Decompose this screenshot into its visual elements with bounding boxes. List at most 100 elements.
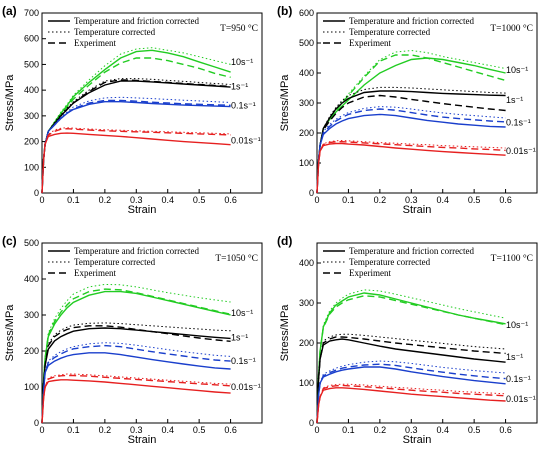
- y-axis-label: Stress/MPa: [279, 74, 291, 132]
- series-line: [41, 344, 231, 424]
- series-line: [316, 90, 506, 194]
- y-tick-label: 300: [24, 310, 39, 320]
- x-tick-label: 0.4: [436, 425, 449, 435]
- series-line: [41, 283, 231, 424]
- strain-rate-label: 0.01s⁻¹: [506, 394, 536, 404]
- chart-panel-1: 0 100 200 300 400 500 600 700 0 0.1 0.2 0.3 0.4 0.5 0.…: [2, 4, 263, 216]
- series-line: [41, 96, 231, 194]
- y-tick-label: 0: [34, 418, 39, 428]
- x-tick-label: 0.6: [224, 425, 237, 435]
- series-line: [316, 384, 506, 424]
- series-line: [316, 360, 506, 424]
- series-line: [316, 387, 506, 424]
- strain-rate-label: 0.1s⁻¹: [231, 101, 256, 111]
- legend-entry: Temperature and friction corrected: [74, 16, 200, 26]
- series-line: [41, 342, 231, 424]
- legend: Temperature and friction correctedTemper…: [323, 16, 475, 48]
- x-tick-label: 0.2: [99, 425, 112, 435]
- x-axis-label: Strain: [128, 434, 157, 446]
- series-line: [41, 288, 231, 424]
- series-line: [41, 49, 231, 194]
- x-tick-label: 0.3: [130, 425, 143, 435]
- temperature-label: T=1000 °C: [490, 23, 533, 34]
- legend-entry: Temperature corrected: [349, 27, 431, 37]
- strain-rate-label: 0.01s⁻¹: [506, 146, 536, 156]
- y-tick-label: 300: [299, 298, 314, 308]
- strain-rate-label: 0.1s⁻¹: [231, 356, 256, 366]
- y-tick-label: 0: [309, 188, 314, 198]
- y-tick-label: 500: [24, 59, 39, 69]
- series-line: [41, 79, 231, 194]
- series-line: [316, 333, 506, 424]
- legend: Temperature and friction correctedTemper…: [48, 16, 200, 48]
- strain-rate-label: 10s⁻¹: [231, 308, 253, 318]
- y-tick-label: 400: [24, 274, 39, 284]
- x-tick-label: 0.5: [193, 195, 206, 205]
- legend-entry: Temperature and friction corrected: [74, 246, 200, 256]
- x-tick-label: 0: [39, 425, 44, 435]
- strain-rate-label: 10s⁻¹: [506, 320, 528, 330]
- y-tick-label: 100: [24, 382, 39, 392]
- plot-frame: [41, 12, 263, 194]
- y-tick-label: 500: [299, 38, 314, 48]
- x-tick-label: 0.4: [161, 195, 174, 205]
- series-line: [41, 100, 231, 194]
- y-tick-label: 600: [24, 34, 39, 44]
- series-line: [41, 373, 231, 424]
- strain-rate-label: 10s⁻¹: [231, 57, 253, 67]
- y-tick-label: 300: [24, 111, 39, 121]
- series-line: [316, 142, 506, 194]
- y-tick-label: 700: [24, 8, 39, 18]
- strain-rate-label: 10s⁻¹: [506, 65, 528, 75]
- x-tick-label: 0.4: [436, 195, 449, 205]
- panel-label: (a): [2, 4, 17, 18]
- legend: Temperature and friction correctedTemper…: [48, 246, 200, 278]
- series-line: [41, 379, 231, 424]
- x-tick-label: 0.3: [130, 195, 143, 205]
- y-tick-label: 400: [24, 85, 39, 95]
- y-axis-label: Stress/MPa: [4, 304, 16, 362]
- x-tick-label: 0.6: [499, 425, 512, 435]
- strain-rate-label: 1s⁻¹: [506, 95, 523, 105]
- x-tick-label: 0.1: [67, 195, 80, 205]
- legend-entry: Experiment: [349, 268, 391, 278]
- series-line: [41, 374, 231, 424]
- x-tick-label: 0: [314, 425, 319, 435]
- x-tick-label: 0: [39, 195, 44, 205]
- x-tick-label: 0.6: [499, 195, 512, 205]
- x-tick-label: 0.2: [99, 195, 112, 205]
- chart-panel-3: 0 100 200 300 400 500 0 0.1 0.2 0.3 0.4 0.5 0.6 Strai…: [2, 234, 263, 446]
- panel-label: (c): [2, 234, 17, 248]
- panel-label: (b): [277, 4, 292, 18]
- legend-entry: Experiment: [74, 38, 116, 48]
- series-line: [316, 383, 506, 424]
- legend: Temperature and friction correctedTemper…: [323, 246, 475, 278]
- strain-rate-label: 0.01s⁻¹: [231, 135, 261, 145]
- x-tick-label: 0.6: [224, 195, 237, 205]
- strain-rate-label: 1s⁻¹: [231, 81, 248, 91]
- series-line: [316, 289, 506, 424]
- x-tick-label: 0.5: [468, 195, 481, 205]
- series-line: [41, 352, 231, 424]
- y-tick-label: 400: [299, 258, 314, 268]
- series-line: [316, 363, 506, 424]
- chart-panel-4: 0 100 200 300 400 0 0.1 0.2 0.3 0.4 0.5 0.6 Strain St…: [277, 234, 538, 446]
- temperature-label: T=1100 °C: [491, 253, 533, 264]
- legend-entry: Temperature corrected: [349, 257, 431, 267]
- x-tick-label: 0.3: [405, 195, 418, 205]
- panel-label: (d): [277, 234, 292, 248]
- x-tick-label: 0.5: [468, 425, 481, 435]
- strain-rate-label: 0.01s⁻¹: [231, 382, 261, 392]
- strain-rate-label: 1s⁻¹: [506, 352, 523, 362]
- strain-rate-label: 0.1s⁻¹: [506, 374, 531, 384]
- series-line: [316, 338, 506, 424]
- series-line: [316, 336, 506, 424]
- y-tick-label: 200: [299, 338, 314, 348]
- y-axis-label: Stress/MPa: [4, 74, 16, 132]
- y-tick-label: 100: [299, 158, 314, 168]
- series-line: [316, 108, 506, 194]
- x-tick-label: 0.5: [193, 425, 206, 435]
- temperature-label: T=1050 °C: [215, 253, 258, 264]
- y-tick-label: 200: [24, 137, 39, 147]
- series-line: [316, 292, 506, 424]
